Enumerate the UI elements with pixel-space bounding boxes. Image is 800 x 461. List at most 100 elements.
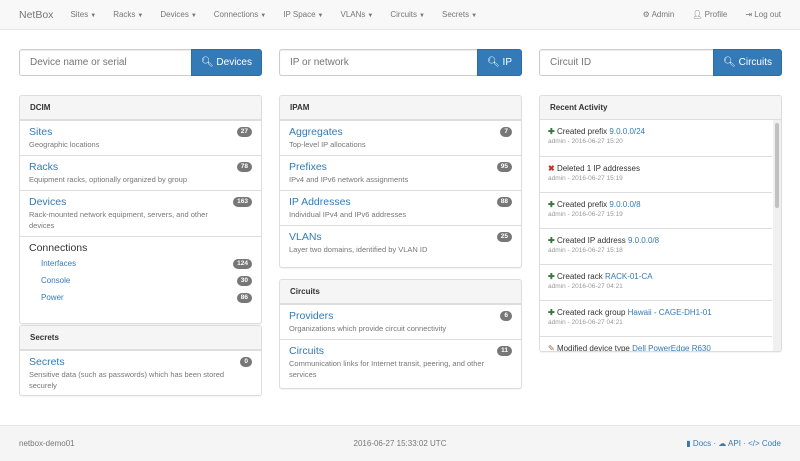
console-link[interactable]: Console	[41, 276, 71, 285]
activity-object-link[interactable]: 9.0.0.0/8	[609, 200, 641, 209]
menu-label: Circuits	[390, 10, 418, 19]
plus-icon: ✚	[548, 200, 555, 209]
activity-object-link[interactable]: Dell PowerEdge R630	[632, 344, 711, 352]
activity-meta: admin - 2016-06-27 15:19	[548, 175, 623, 182]
cloud-icon: ☁	[718, 439, 727, 448]
logout-icon: ⇥	[745, 10, 753, 19]
activity-object-link[interactable]: Hawaii - CAGE-DH1-01	[627, 308, 712, 317]
logout-label: Log out	[754, 10, 781, 19]
power-link[interactable]: Power	[41, 293, 64, 302]
list-item: Console 30	[29, 272, 252, 289]
secrets-link[interactable]: Secrets	[29, 356, 65, 368]
activity-action: Created rack	[556, 272, 603, 281]
api-link[interactable]: ☁ API	[718, 439, 741, 448]
menu-label: Sites	[70, 10, 89, 19]
panel-heading: Secrets	[20, 326, 261, 350]
circuits-link[interactable]: Circuits	[289, 345, 325, 357]
circuit-search-button[interactable]: 🔍︎ Circuits	[713, 49, 782, 76]
activity-meta: admin - 2016-06-27 15:18	[548, 247, 623, 254]
menu-devices[interactable]: Devices ▼	[160, 10, 196, 19]
menu-vlans[interactable]: VLANs ▼	[341, 10, 374, 19]
admin-label: Admin	[651, 10, 675, 19]
connections-heading: Connections	[29, 242, 88, 254]
list-item: VLANs Layer two domains, identified by VL…	[280, 225, 521, 260]
menu-label: Racks	[113, 10, 136, 19]
logout-link[interactable]: ⇥ Log out	[745, 10, 781, 19]
code-link[interactable]: </> Code	[748, 439, 781, 448]
search-icon: 🔍︎	[200, 57, 214, 68]
list-item: Circuits Communication links for Internet…	[280, 339, 521, 385]
scrollbar[interactable]	[773, 120, 781, 351]
menu-circuits[interactable]: Circuits ▼	[390, 10, 425, 19]
circuit-search-input[interactable]	[539, 49, 714, 76]
panel-heading: Circuits	[280, 280, 521, 304]
activity-text: ✖ Deleted 1 IP addresses	[548, 163, 764, 175]
activity-object-link[interactable]: RACK-01-CA	[604, 272, 653, 281]
count-badge: 124	[233, 258, 252, 269]
activity-item: ✚ Created IP address 9.0.0.0/8 admin - 20…	[540, 228, 772, 264]
device-search-button[interactable]: 🔍︎ Devices	[190, 49, 262, 76]
count-badge: 0	[240, 357, 252, 367]
profile-link[interactable]: 👤︎ Profile	[692, 10, 727, 19]
hostname: netbox-demo01	[19, 439, 75, 448]
racks-link[interactable]: Racks	[29, 161, 59, 173]
brand-logo[interactable]: NetBox	[19, 8, 54, 21]
interfaces-link[interactable]: Interfaces	[41, 259, 77, 268]
scrollbar-thumb[interactable]	[775, 123, 779, 208]
activity-object-link[interactable]: 9.0.0.0/8	[627, 236, 660, 245]
menu-label: Devices	[160, 10, 189, 19]
vlans-link[interactable]: VLANs	[289, 231, 322, 243]
activity-meta: admin - 2016-06-27 15:20	[548, 138, 623, 145]
profile-label: Profile	[704, 10, 728, 19]
activity-text: ✚ Created IP address 9.0.0.0/8	[548, 235, 764, 247]
activity-action: Deleted 1 IP addresses	[556, 164, 640, 173]
devices-link[interactable]: Devices	[29, 196, 67, 208]
activity-object-link[interactable]: 9.0.0.0/24	[609, 127, 646, 136]
menu-secrets[interactable]: Secrets ▼	[442, 10, 477, 19]
activity-action: Modified device type	[556, 344, 630, 352]
panel-heading: IPAM	[280, 96, 521, 120]
count-badge: 11	[497, 346, 512, 356]
item-description: IPv4 and IPv6 network assignments	[289, 175, 409, 184]
count-badge: 7	[500, 127, 512, 137]
count-badge: 78	[236, 162, 252, 172]
sites-link[interactable]: Sites	[29, 126, 53, 138]
list-item: Sites Geographic locations 27	[20, 120, 261, 155]
activity-item: ✎ Modified device type Dell PowerEdge R6…	[540, 336, 772, 352]
gear-icon: ⚙	[642, 10, 650, 19]
ip-addresses-link[interactable]: IP Addresses	[289, 196, 351, 208]
menu-racks[interactable]: Racks ▼	[113, 10, 143, 19]
pencil-icon: ✎	[548, 344, 555, 352]
api-label: API	[728, 439, 741, 448]
activity-item: ✚ Created rack RACK-01-CA admin - 2016-06…	[540, 264, 772, 300]
plus-icon: ✚	[548, 272, 555, 281]
recent-activity-panel: Recent Activity ✚ Created prefix 9.0.0.0…	[539, 95, 782, 352]
footer: netbox-demo01 2016-06-27 15:33:02 UTC ▮ …	[0, 425, 800, 461]
aggregates-link[interactable]: Aggregates	[289, 126, 343, 138]
ipam-panel: IPAM Aggregates Top-level IP allocations 7…	[279, 95, 522, 268]
list-item: Interfaces 124	[29, 255, 252, 272]
caret-down-icon: ▼	[471, 13, 478, 19]
list-item: Providers Organizations which provide cir…	[280, 304, 521, 339]
ip-search-button[interactable]: 🔍︎ IP	[477, 49, 522, 76]
providers-link[interactable]: Providers	[289, 310, 334, 322]
activity-text: ✚ Created prefix 9.0.0.0/8	[548, 199, 764, 211]
menu-ip-space[interactable]: IP Space ▼	[283, 10, 323, 19]
book-icon: ▮	[686, 439, 691, 448]
list-item: Secrets Sensitive data (such as passwords…	[20, 350, 261, 395]
admin-link[interactable]: ⚙ Admin	[643, 10, 675, 19]
navbar: NetBox Sites ▼ Racks ▼ Devices ▼ Connection…	[0, 0, 800, 30]
activity-item: ✚ Created prefix 9.0.0.0/8 admin - 2016-0…	[540, 192, 772, 228]
menu-label: Connections	[213, 10, 259, 19]
docs-link[interactable]: ▮ Docs	[686, 439, 711, 448]
ip-search-input[interactable]	[279, 49, 478, 76]
menu-sites[interactable]: Sites ▼	[70, 10, 96, 19]
activity-item: ✚ Created rack group Hawaii - CAGE-DH1-0…	[540, 300, 772, 336]
menu-connections[interactable]: Connections ▼	[214, 10, 266, 19]
caret-down-icon: ▼	[317, 13, 324, 19]
menu-label: VLANs	[340, 10, 366, 19]
caret-down-icon: ▼	[137, 13, 144, 19]
connections-item: Connections Interfaces 124 Console 30 Powe…	[20, 236, 261, 311]
prefixes-link[interactable]: Prefixes	[289, 161, 327, 173]
device-search-input[interactable]	[19, 49, 191, 76]
